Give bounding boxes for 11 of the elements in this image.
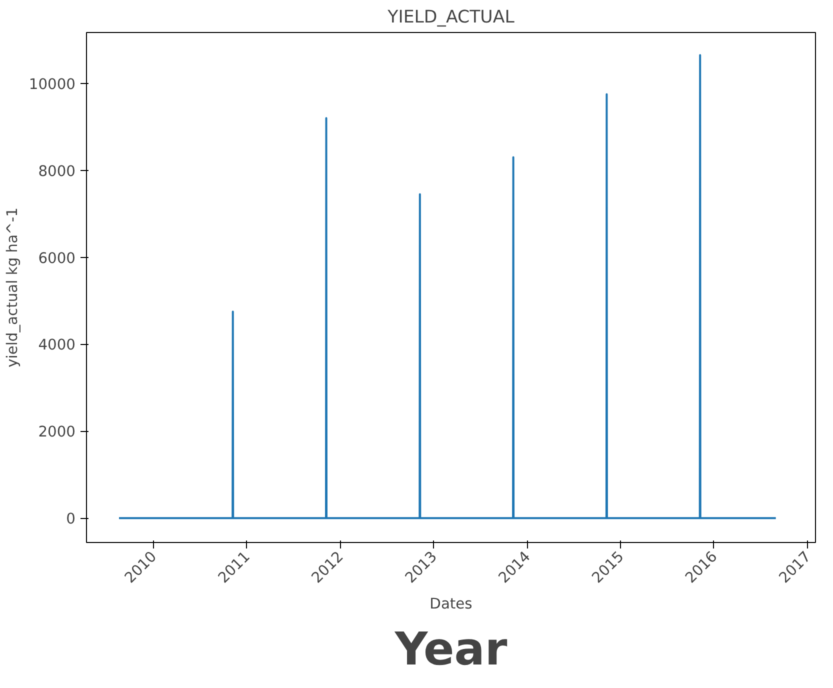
y-tick-label: 2000 — [38, 424, 76, 441]
y-tick-label: 4000 — [38, 336, 76, 354]
text: Year — [394, 622, 508, 676]
line-series — [118, 54, 777, 520]
y-tick-label: 8000 — [38, 162, 76, 180]
x-axis-title: Dates — [430, 596, 472, 613]
chart-title: YIELD_ACTUAL — [386, 8, 515, 28]
y-tick-label: 0 — [66, 510, 76, 528]
y-tick-label: 6000 — [38, 250, 76, 267]
y-axis-title: yield_actual kg ha^-1 — [4, 208, 21, 368]
y-tick-label: 10000 — [28, 76, 76, 93]
